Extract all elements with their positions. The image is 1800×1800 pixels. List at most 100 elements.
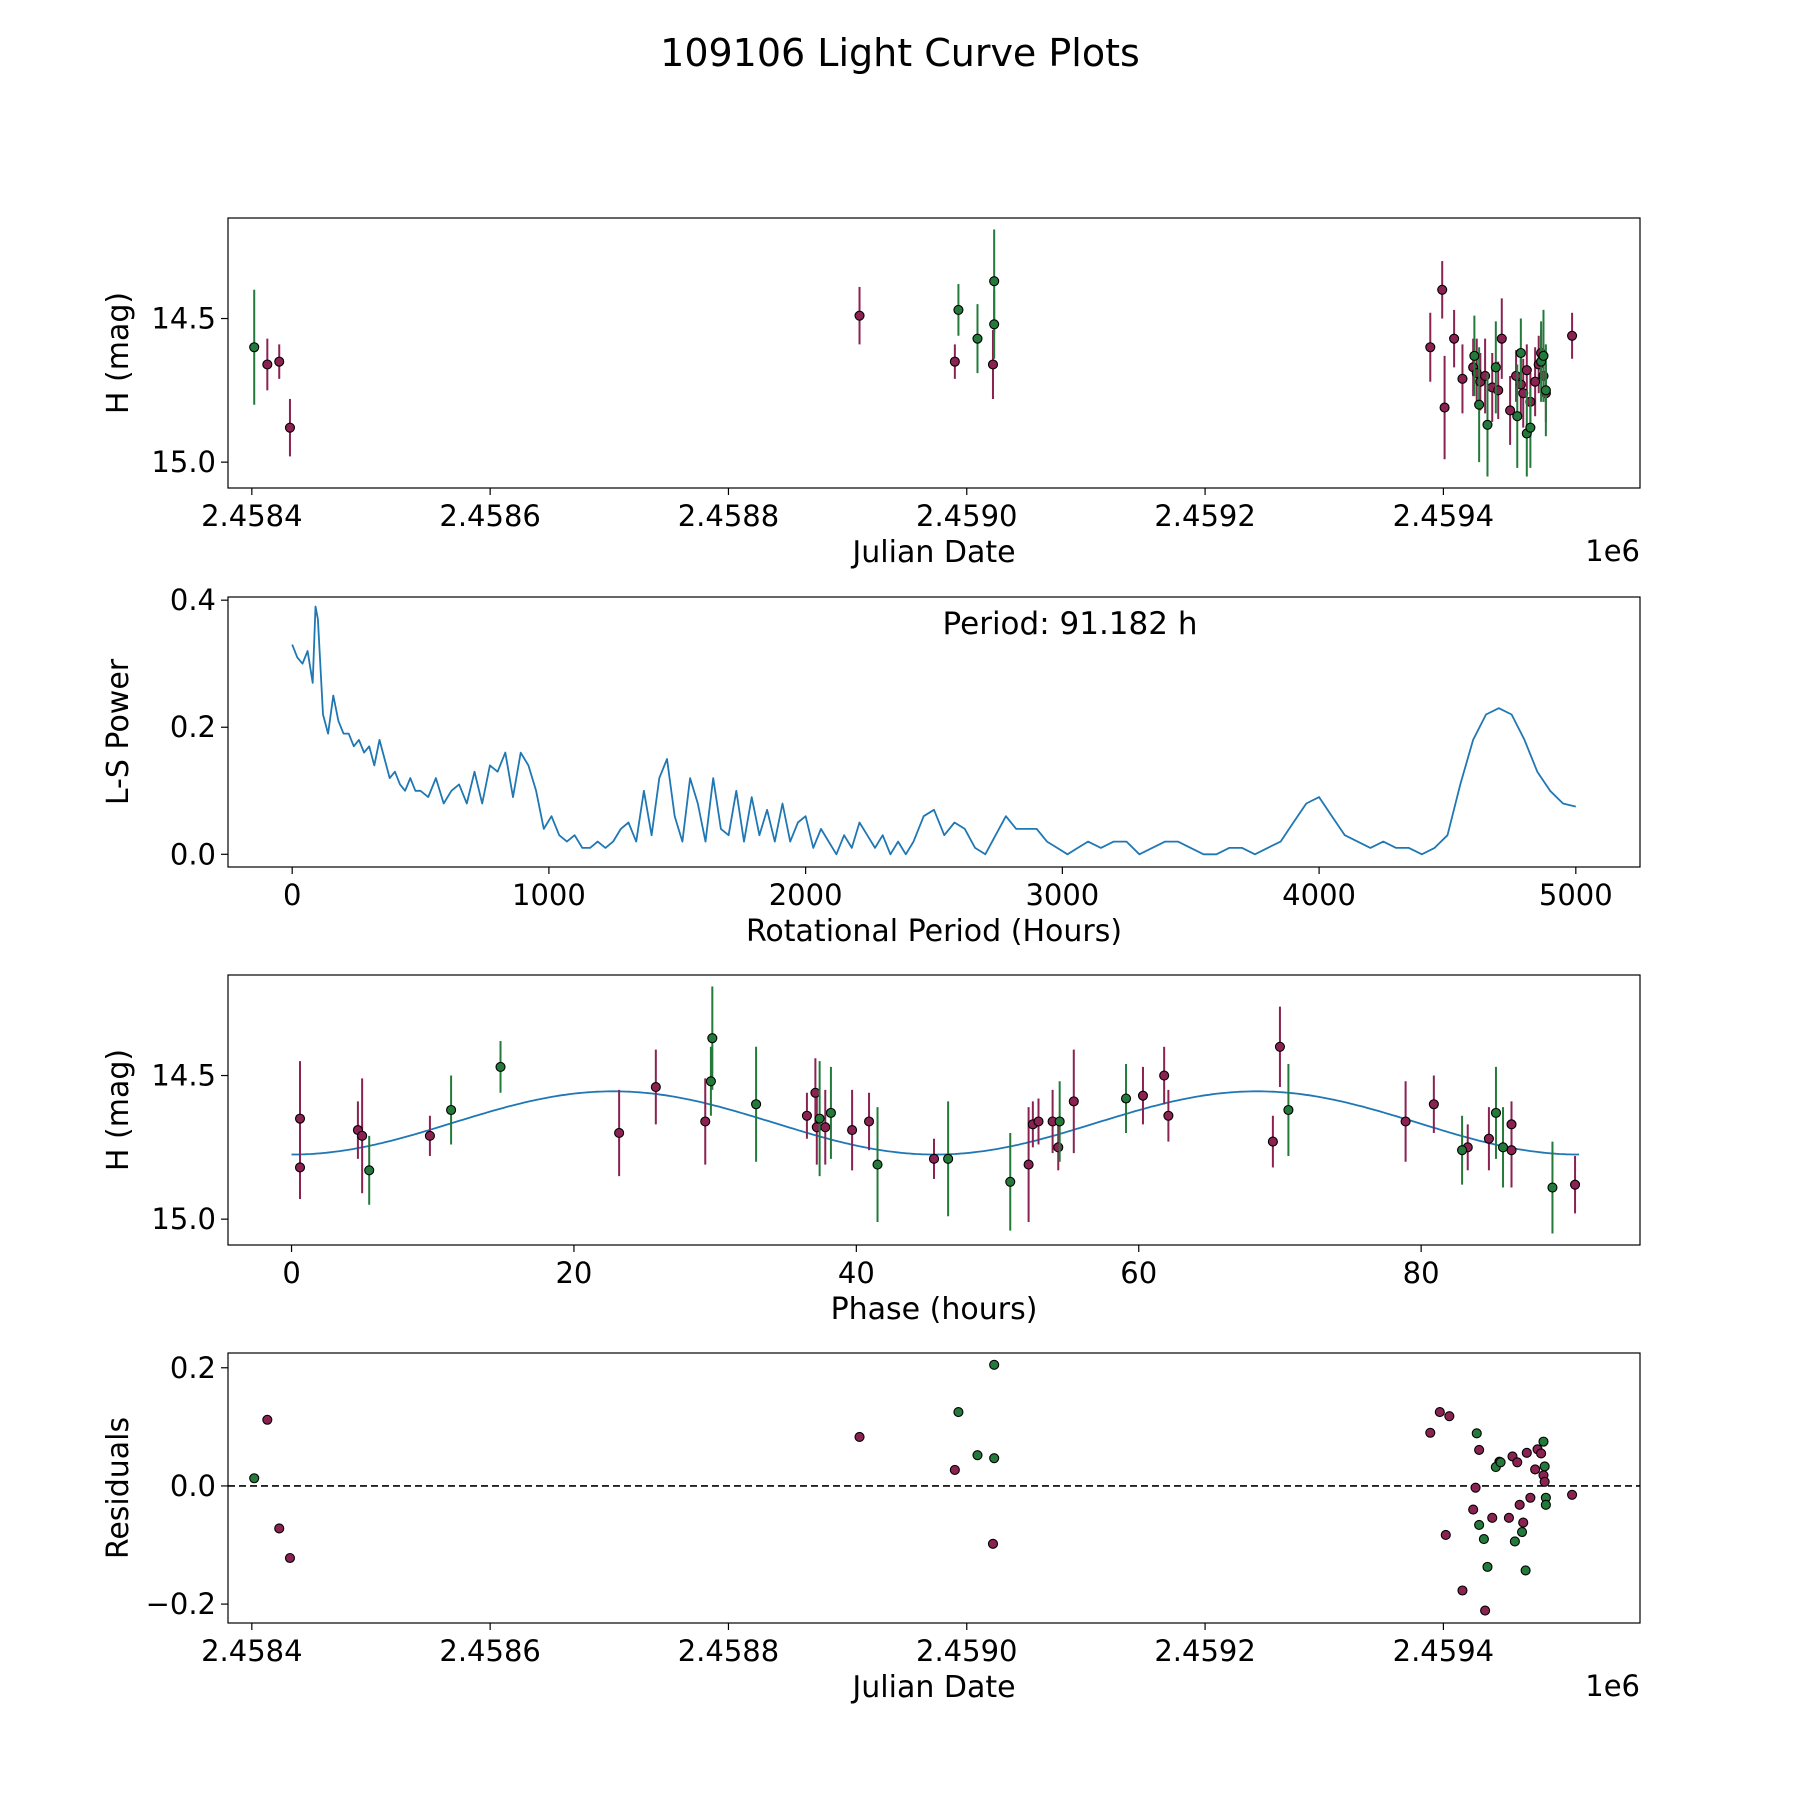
phased-green-point-1 — [446, 1104, 457, 1116]
periodogram-xtick-label-5: 5000 — [1539, 878, 1613, 912]
residuals-magenta-point-2 — [284, 1552, 296, 1564]
periodogram-xlabel: Rotational Period (Hours) — [746, 914, 1122, 949]
periodogram-period-annotation: Period: 91.182 h — [943, 606, 1198, 642]
figure-title: 109106 Light Curve Plots — [660, 31, 1140, 75]
residuals-magenta-point-19 — [1512, 1457, 1523, 1468]
phased-green-point-13 — [1283, 1104, 1294, 1116]
phased-magenta-point-29 — [1483, 1133, 1494, 1144]
phased-magenta-point-0 — [294, 1162, 306, 1173]
periodogram-xtick-label-1: 1000 — [512, 878, 586, 912]
residuals-magenta-point-22 — [1521, 1447, 1532, 1458]
phased-green-point-17 — [1547, 1182, 1558, 1193]
phased-magenta-point-14 — [928, 1153, 940, 1164]
residuals-magenta-point-26 — [1536, 1448, 1547, 1459]
residuals-ytick-label-2: −0.2 — [146, 1587, 216, 1621]
lightcurve-axes-frame — [227, 217, 1641, 489]
phased-green-point-0 — [364, 1165, 375, 1176]
phased-xtick-label-1: 20 — [555, 1256, 592, 1290]
phased-magenta-point-4 — [424, 1130, 435, 1141]
phased-magenta-point-30 — [1506, 1119, 1517, 1130]
lightcurve-magenta-point-17 — [1496, 333, 1507, 344]
residuals-green-point-11 — [1509, 1536, 1520, 1547]
phased-magenta-point-31 — [1506, 1145, 1517, 1156]
phased-magenta-point-22 — [1159, 1070, 1170, 1081]
periodogram-panel: 0 1000 2000 3000 4000 5000 0.0 0.2 0.4 Rotational… — [101, 583, 1641, 949]
residuals-green-point-4 — [989, 1453, 1000, 1464]
phased-magenta-point-11 — [820, 1122, 831, 1133]
phased-green-point-15 — [1490, 1107, 1502, 1118]
phased-magenta-point-19 — [1053, 1142, 1064, 1153]
lightcurve-green-point-2 — [972, 333, 983, 344]
periodogram-xtick-label-0: 0 — [283, 878, 301, 912]
residuals-magenta-point-10 — [1457, 1585, 1468, 1596]
residuals-xtick-label-0: 2.4584 — [201, 1634, 302, 1668]
phased-green-point-6 — [814, 1113, 825, 1124]
phased-green-point-10 — [1005, 1176, 1016, 1187]
residuals-magenta-point-15 — [1487, 1512, 1498, 1523]
lightcurve-magenta-point-29 — [1567, 330, 1578, 341]
phased-magenta-point-9 — [810, 1087, 821, 1098]
lightcurve-green-point-14 — [1538, 350, 1549, 361]
lightcurve-magenta-point-3 — [854, 310, 865, 321]
residuals-green-point-15 — [1539, 1461, 1550, 1472]
residuals-xtick-label-5: 2.4594 — [1393, 1634, 1494, 1668]
lightcurve-xtick-label-4: 2.4592 — [1154, 499, 1255, 533]
phased-magenta-point-13 — [863, 1116, 875, 1127]
residuals-ylabel: Residuals — [101, 1417, 136, 1559]
phased-magenta-point-5 — [614, 1127, 625, 1139]
residuals-green-point-0 — [249, 1473, 260, 1484]
lightcurve-magenta-point-9 — [1449, 333, 1460, 344]
phased-magenta-point-7 — [700, 1116, 711, 1127]
phased-magenta-point-26 — [1400, 1116, 1411, 1127]
lightcurve-xtick-label-0: 2.4584 — [201, 499, 302, 533]
lightcurve-green-point-12 — [1525, 422, 1536, 433]
residuals-green-point-1 — [953, 1407, 964, 1418]
residuals-magenta-point-0 — [262, 1414, 273, 1425]
lightcurve-green-point-10 — [1515, 347, 1526, 359]
lightcurve-green-point-0 — [249, 342, 260, 353]
lightcurve-magenta-point-6 — [1425, 342, 1436, 353]
periodogram-ytick-label-1: 0.2 — [170, 710, 216, 744]
phased-xlabel: Phase (hours) — [831, 1292, 1038, 1327]
residuals-magenta-point-9 — [1444, 1411, 1455, 1422]
lightcurve-green-point-1 — [953, 304, 964, 315]
residuals-magenta-point-13 — [1474, 1444, 1485, 1455]
residuals-marks — [228, 1359, 1640, 1616]
lightcurve-xtick-label-1: 2.4586 — [439, 499, 540, 533]
lightcurve-magenta-point-1 — [274, 356, 285, 367]
phased-marks — [291, 986, 1581, 1234]
phased-green-point-4 — [707, 1033, 718, 1044]
lightcurve-magenta-point-8 — [1439, 402, 1450, 413]
residuals-magenta-point-5 — [987, 1538, 999, 1549]
residuals-green-point-14 — [1538, 1436, 1549, 1447]
residuals-xtick-label-2: 2.4588 — [678, 1634, 779, 1668]
residuals-magenta-point-14 — [1480, 1605, 1491, 1616]
periodogram-ylabel: L-S Power — [101, 658, 136, 805]
chart-panels: 2.4584 2.4586 2.4588 2.4590 2.4592 2.4594 15.0… — [101, 217, 1641, 1705]
residuals-xlabel: Julian Date — [850, 1670, 1015, 1705]
phased-green-point-8 — [872, 1159, 883, 1170]
residuals-magenta-point-24 — [1530, 1464, 1541, 1475]
phased-green-point-5 — [751, 1099, 762, 1110]
residuals-magenta-point-7 — [1434, 1407, 1445, 1418]
lightcurve-green-point-4 — [989, 276, 1000, 287]
phased-green-point-3 — [705, 1076, 716, 1087]
residuals-magenta-point-29 — [1567, 1489, 1578, 1500]
lightcurve-green-point-8 — [1490, 362, 1501, 373]
phased-magenta-point-3 — [357, 1130, 368, 1141]
residuals-magenta-point-12 — [1470, 1482, 1481, 1493]
phased-magenta-point-23 — [1163, 1110, 1174, 1121]
residuals-green-point-7 — [1478, 1534, 1489, 1545]
lightcurve-green-point-7 — [1482, 419, 1493, 430]
periodogram-axes-frame — [227, 596, 1641, 868]
phased-magenta-point-21 — [1137, 1090, 1149, 1101]
phased-magenta-point-6 — [650, 1081, 661, 1093]
phased-xtick-label-0: 0 — [282, 1256, 300, 1290]
residuals-magenta-point-17 — [1503, 1512, 1514, 1523]
lightcurve-magenta-point-5 — [987, 359, 999, 370]
phased-green-point-16 — [1497, 1142, 1509, 1153]
periodogram-xtick-label-2: 2000 — [769, 878, 843, 912]
residuals-magenta-point-23 — [1525, 1492, 1536, 1503]
residuals-xtick-label-1: 2.4586 — [439, 1634, 540, 1668]
